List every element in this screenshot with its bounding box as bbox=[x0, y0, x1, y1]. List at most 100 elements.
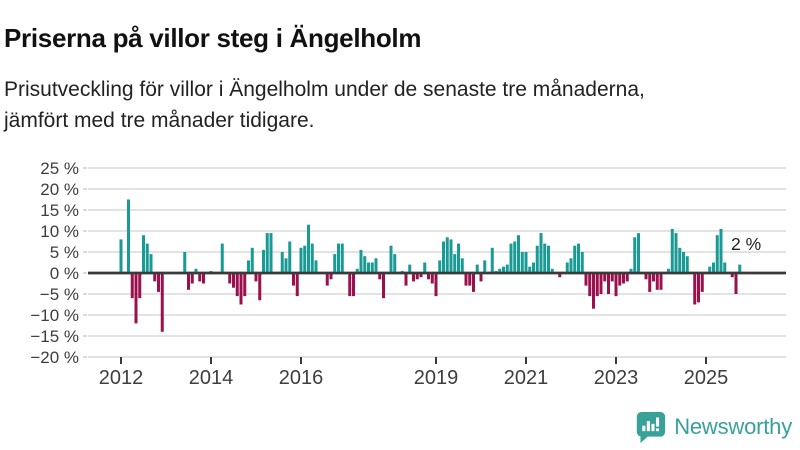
bar bbox=[700, 273, 704, 292]
bar bbox=[618, 273, 622, 286]
newsworthy-bubble-icon bbox=[637, 411, 666, 443]
bar bbox=[408, 264, 412, 273]
bar bbox=[637, 233, 640, 273]
subtitle-line-2: jämfört med tre månader tidigare. bbox=[4, 109, 315, 132]
bar bbox=[468, 273, 472, 286]
bar bbox=[453, 254, 457, 273]
bar bbox=[517, 235, 520, 273]
y-tick-label: 10 % bbox=[40, 222, 79, 241]
bar bbox=[254, 273, 258, 282]
bar bbox=[160, 273, 164, 332]
bar bbox=[438, 260, 442, 273]
bar bbox=[655, 273, 659, 290]
bar bbox=[427, 273, 430, 280]
bar bbox=[532, 262, 535, 273]
bar bbox=[430, 273, 434, 284]
bar bbox=[734, 273, 738, 294]
bar bbox=[565, 262, 569, 273]
bar bbox=[614, 273, 618, 297]
bar bbox=[333, 254, 337, 273]
bar bbox=[314, 260, 318, 273]
bar bbox=[130, 273, 134, 299]
bar bbox=[520, 252, 524, 273]
bar bbox=[337, 243, 340, 273]
bar bbox=[149, 254, 153, 273]
bar bbox=[457, 243, 460, 273]
bar bbox=[220, 243, 224, 273]
bar bbox=[269, 233, 273, 273]
bar bbox=[584, 273, 588, 286]
bar bbox=[610, 273, 614, 282]
bar bbox=[355, 268, 359, 273]
bar bbox=[460, 258, 464, 273]
bar bbox=[288, 241, 292, 273]
y-tick-label: 0 % bbox=[50, 264, 79, 283]
bar bbox=[284, 258, 288, 273]
x-tick-label: 2016 bbox=[279, 367, 324, 389]
bar bbox=[370, 262, 374, 273]
bar bbox=[307, 224, 310, 273]
bar bbox=[243, 273, 247, 297]
bar bbox=[442, 241, 445, 273]
bar bbox=[648, 273, 652, 292]
bar bbox=[393, 254, 397, 273]
y-tick-label: 5 % bbox=[50, 243, 79, 262]
bar bbox=[595, 273, 599, 297]
x-tick-label: 2023 bbox=[594, 367, 639, 389]
bar bbox=[674, 233, 678, 273]
x-tick-label: 2012 bbox=[99, 367, 144, 389]
bar bbox=[247, 260, 250, 273]
bar bbox=[715, 235, 719, 273]
bar bbox=[659, 273, 663, 290]
bar bbox=[719, 228, 723, 273]
bar bbox=[303, 245, 307, 273]
bar bbox=[265, 233, 269, 273]
bar bbox=[292, 273, 295, 286]
bar bbox=[678, 247, 682, 273]
bar bbox=[505, 264, 509, 273]
bar bbox=[367, 262, 370, 273]
bar bbox=[543, 243, 547, 273]
y-tick-label: 20 % bbox=[40, 180, 79, 199]
x-tick-label: 2019 bbox=[414, 367, 459, 389]
bar bbox=[708, 266, 712, 273]
subtitle-line-1: Prisutveckling för villor i Ängelholm un… bbox=[4, 78, 645, 101]
bar bbox=[528, 266, 532, 273]
bar bbox=[194, 268, 198, 273]
bar bbox=[685, 256, 689, 273]
x-tick-label: 2021 bbox=[504, 367, 549, 389]
bar bbox=[423, 262, 427, 273]
bar bbox=[359, 249, 363, 273]
bar bbox=[434, 273, 438, 297]
bar bbox=[235, 273, 239, 297]
bar bbox=[404, 273, 408, 286]
bar bbox=[738, 264, 742, 273]
bar bbox=[239, 273, 243, 305]
bar bbox=[340, 243, 344, 273]
bar bbox=[577, 243, 580, 273]
price-development-chart: 25 % 20 % 15 % 10 % 5 % 0 % −5 % −10 % −15 % −20 … bbox=[0, 155, 800, 395]
bar bbox=[183, 252, 187, 273]
bar bbox=[157, 273, 160, 292]
y-tick-label: −5 % bbox=[40, 285, 79, 304]
bar bbox=[382, 273, 385, 299]
bar bbox=[250, 247, 254, 273]
bar bbox=[232, 273, 235, 288]
bar bbox=[682, 252, 685, 273]
y-tick-label: 25 % bbox=[40, 159, 79, 178]
bar bbox=[723, 262, 727, 273]
bar bbox=[629, 268, 633, 273]
bar bbox=[325, 273, 329, 286]
bar bbox=[652, 273, 655, 282]
bar bbox=[513, 241, 517, 273]
bar bbox=[299, 247, 303, 273]
bar bbox=[415, 273, 419, 280]
bar bbox=[599, 273, 603, 294]
bar bbox=[145, 243, 149, 273]
bar bbox=[483, 260, 487, 273]
bar bbox=[419, 273, 423, 278]
bar bbox=[479, 273, 483, 282]
bar-chart-canvas: 25 % 20 % 15 % 10 % 5 % 0 % −5 % −10 % −15 % −20 … bbox=[30, 159, 786, 389]
bar bbox=[348, 273, 352, 297]
bar bbox=[603, 273, 607, 282]
